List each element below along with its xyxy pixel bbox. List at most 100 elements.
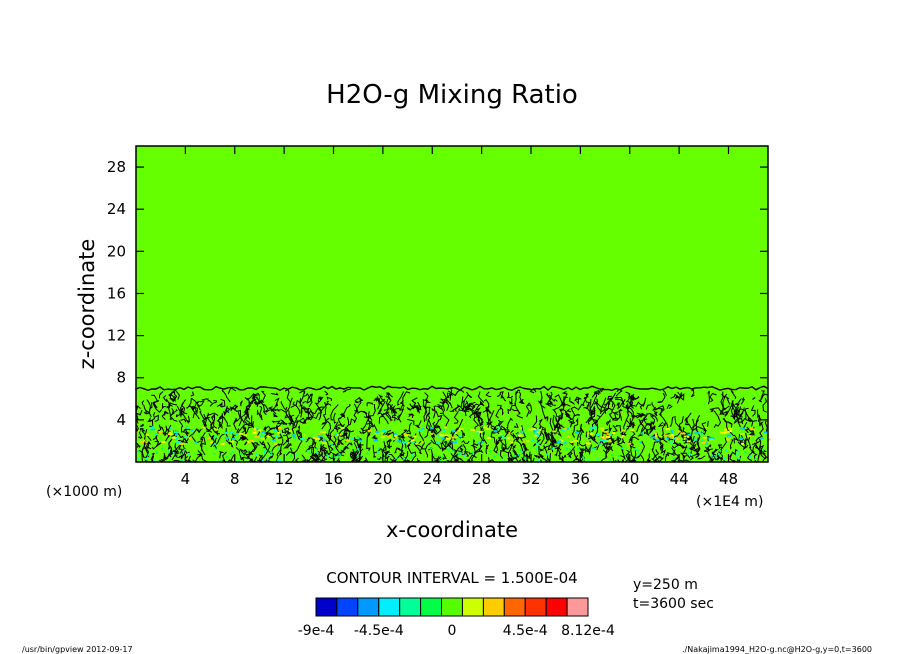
contour-line [278, 443, 282, 447]
contour-line [521, 450, 529, 457]
contour-line [649, 412, 658, 422]
contour-line [443, 440, 448, 450]
value-speckle [458, 435, 463, 438]
value-speckle [726, 434, 732, 437]
value-speckle [442, 429, 446, 431]
contour-line [167, 439, 172, 450]
contour-line [475, 410, 484, 424]
value-speckle [705, 442, 708, 445]
x-axis-ticks: 4 8 12 16 20 24 28 32 36 40 44 48 [181, 146, 738, 488]
value-speckle [503, 436, 507, 439]
value-speckle [214, 442, 217, 445]
value-speckle [717, 453, 720, 455]
value-speckle [567, 436, 571, 438]
value-speckle [511, 437, 514, 440]
contour-line [246, 450, 254, 459]
value-speckle [327, 455, 330, 458]
contour-line [509, 433, 515, 439]
contour-line [384, 404, 393, 421]
contour-line [405, 422, 413, 437]
x-tick-label: 16 [324, 470, 343, 488]
contour-line [764, 420, 768, 432]
value-speckle [477, 442, 481, 445]
contour-line [337, 424, 350, 441]
value-speckle [293, 436, 296, 439]
value-speckle [621, 435, 625, 438]
contour-line [499, 406, 504, 416]
contour-line [746, 446, 754, 461]
value-speckle [637, 453, 640, 456]
contour-line [756, 409, 761, 422]
value-speckle [220, 459, 222, 462]
contour-line [377, 456, 383, 460]
contour-line [472, 411, 481, 422]
contour-line [671, 453, 680, 462]
contour-line [758, 445, 762, 450]
value-speckle [565, 447, 568, 450]
value-speckle [564, 441, 567, 444]
value-speckle [413, 435, 417, 438]
value-speckle [386, 435, 391, 438]
contour-line [605, 419, 611, 426]
value-speckle [655, 439, 660, 442]
contour-line [382, 441, 396, 460]
x-tick-label: 8 [230, 470, 240, 488]
value-speckle [291, 434, 296, 437]
contour-line [588, 446, 598, 456]
contour-line [358, 451, 362, 456]
value-speckle [139, 440, 145, 443]
value-speckle [150, 428, 156, 431]
value-speckle [487, 437, 491, 439]
contour-line [169, 408, 178, 422]
contour-line [552, 414, 557, 429]
contour-line [143, 402, 153, 415]
value-speckle [654, 432, 658, 435]
value-speckle [497, 426, 501, 429]
contour-line [292, 401, 301, 415]
contour-line [758, 449, 763, 459]
contour-line [290, 397, 302, 408]
value-speckle [229, 431, 235, 434]
value-speckle [254, 435, 260, 438]
value-speckle [318, 435, 323, 437]
value-speckle [430, 432, 434, 435]
contour-line [673, 431, 682, 445]
value-speckle [519, 449, 522, 452]
value-speckle [693, 438, 698, 441]
colorbar [315, 597, 589, 617]
value-speckle [303, 433, 306, 436]
value-speckle [187, 452, 190, 455]
value-speckle [481, 440, 484, 443]
value-speckle [493, 430, 498, 433]
x-tick-label: 12 [275, 470, 294, 488]
contour-line [571, 417, 579, 438]
contour-line [346, 428, 351, 439]
value-speckle [744, 451, 747, 454]
contour-line [136, 442, 141, 448]
contour-line [682, 426, 688, 435]
value-speckle [231, 438, 236, 441]
contour-line [678, 415, 684, 431]
value-speckle [521, 451, 524, 454]
value-speckle [274, 442, 278, 445]
contour-line [495, 439, 499, 453]
contour-line [235, 446, 245, 462]
value-speckle [671, 433, 674, 436]
contour-line [322, 401, 327, 420]
contour-line [237, 425, 249, 441]
value-speckle [393, 438, 396, 441]
colorbar-labels: -9e-4 -4.5e-4 0 4.5e-4 8.12e-4 [298, 623, 615, 639]
contour-line [359, 422, 374, 434]
contour-line [279, 438, 284, 457]
value-speckle [183, 448, 186, 451]
contour-line [318, 451, 326, 460]
value-speckle [375, 430, 380, 433]
contour-line [457, 446, 464, 453]
y-tick-label: 16 [107, 284, 126, 302]
value-speckle [173, 437, 179, 440]
contour-line [497, 391, 505, 399]
contour-line [168, 390, 178, 403]
value-speckle [182, 459, 184, 462]
value-speckle [723, 458, 725, 461]
colorbar-label: 4.5e-4 [503, 623, 548, 639]
